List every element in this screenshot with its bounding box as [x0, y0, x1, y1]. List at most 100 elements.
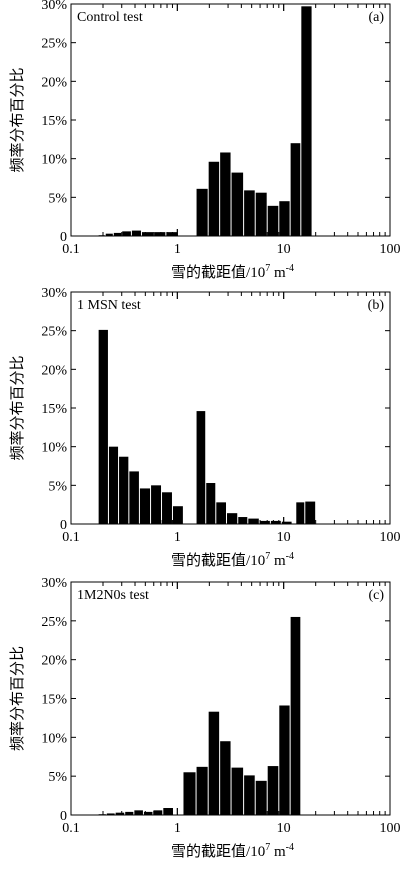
y-axis-label: 频率分布百分比	[9, 67, 26, 172]
bar-1-9	[196, 188, 208, 236]
y-tick-label: 0	[60, 809, 67, 824]
bar-2-10	[196, 411, 206, 524]
bar-2-16	[259, 520, 270, 524]
bar-2-5	[139, 488, 151, 524]
bar-2-8	[172, 506, 183, 524]
x-axis-label: 雪的截距值/107 m-4	[171, 263, 294, 281]
plot-frame	[70, 291, 391, 525]
bar-3-12	[220, 741, 231, 815]
panel-title: 1 MSN test	[77, 298, 141, 313]
bar-2-1	[98, 329, 108, 524]
bar-1-16	[279, 201, 290, 236]
y-tick-label: 30%	[41, 0, 67, 13]
y-tick-label: 5%	[48, 479, 67, 494]
bar-2-15	[248, 518, 259, 524]
bar-3-7	[153, 810, 163, 815]
y-tick-label: 5%	[48, 191, 67, 206]
x-tick-label: 1	[174, 242, 181, 257]
bar-1-5	[131, 230, 141, 236]
bar-3-16	[267, 766, 279, 815]
bar-3-3	[115, 812, 125, 815]
panel-tag: (b)	[368, 298, 385, 313]
y-tick-label: 15%	[41, 693, 67, 708]
y-tick-label: 0	[60, 230, 67, 245]
bar-1-11	[220, 152, 231, 236]
bar-2-20	[296, 502, 305, 524]
x-tick-label: 0.1	[62, 821, 80, 836]
bar-1-13	[244, 190, 255, 236]
panel-tag: (a)	[368, 10, 384, 25]
y-axis-label: 频率分布百分比	[9, 646, 26, 751]
bar-3-15	[255, 780, 267, 815]
bar-1-15	[267, 205, 279, 236]
y-tick-label: 25%	[41, 615, 67, 630]
x-tick-label: 100	[380, 821, 401, 836]
chart-panel-3: 0 5% 10% 15% 20% 25% 30% 0.1 1 10 100 雪的截距值/107 m-4…	[9, 576, 401, 860]
bar-1-12	[231, 172, 244, 236]
bar-2-6	[151, 485, 162, 524]
x-tick-label: 1	[174, 821, 181, 836]
x-tick-label: 0.1	[62, 242, 80, 257]
bar-1-7	[154, 232, 166, 236]
bar-3-9	[183, 772, 196, 815]
bar-3-17	[279, 705, 290, 815]
x-tick-label: 100	[380, 530, 401, 545]
y-tick-label: 5%	[48, 770, 67, 785]
panel-tag: (c)	[368, 588, 384, 603]
bar-3-10	[196, 766, 208, 815]
bar-2-7	[162, 492, 172, 524]
x-tick-label: 1	[174, 530, 181, 545]
bar-1-17	[290, 143, 301, 236]
y-tick-label: 25%	[41, 325, 67, 340]
panel-title: 1M2N0s test	[77, 588, 149, 603]
bar-3-2	[106, 813, 115, 815]
bar-1-2	[105, 233, 113, 236]
y-tick-label: 10%	[41, 441, 67, 456]
x-tick-label: 0.1	[62, 530, 80, 545]
bar-1-4	[122, 231, 131, 236]
bar-3-18	[290, 616, 301, 815]
y-tick-label: 30%	[41, 576, 67, 591]
bar-2-12	[216, 502, 226, 524]
x-tick-label: 10	[277, 821, 291, 836]
bar-2-21	[305, 501, 316, 524]
bar-1-14	[255, 192, 267, 236]
y-tick-label: 15%	[41, 402, 67, 417]
y-tick-label: 15%	[41, 114, 67, 129]
y-tick-label: 25%	[41, 37, 67, 52]
bar-2-2	[108, 446, 119, 524]
bar-2-3	[119, 456, 129, 524]
bar-3-13	[231, 767, 244, 815]
bar-3-5	[134, 810, 143, 815]
bar-1-10	[208, 161, 220, 236]
x-tick-label: 10	[277, 242, 291, 257]
bar-3-14	[244, 775, 255, 815]
x-axis-label: 雪的截距值/107 m-4	[171, 842, 294, 860]
y-tick-label: 10%	[41, 731, 67, 746]
bar-1-3	[113, 232, 122, 236]
bar-2-18	[281, 521, 292, 524]
bar-2-4	[129, 471, 139, 524]
bar-3-6	[143, 811, 153, 815]
bar-3-11	[208, 711, 220, 815]
y-tick-label: 10%	[41, 153, 67, 168]
panel-title: Control test	[77, 10, 143, 25]
x-tick-label: 100	[380, 242, 401, 257]
x-tick-label: 10	[277, 530, 291, 545]
x-axis-label: 雪的截距值/107 m-4	[171, 551, 294, 569]
y-axis-label: 频率分布百分比	[9, 355, 26, 460]
bar-3-4	[125, 811, 134, 815]
bar-1-18	[301, 6, 312, 236]
bar-1-6	[141, 232, 154, 236]
y-tick-label: 20%	[41, 654, 67, 669]
chart-panel-2: 0 5% 10% 15% 20% 25% 30% 0.1 1 10 100 雪的截距值/107 m-4…	[9, 286, 401, 569]
chart-panel-1: 0 5% 10% 15% 20% 25% 30% 0.1 1 10 100 雪的截距值/107 m-4…	[9, 0, 401, 281]
y-tick-label: 30%	[41, 286, 67, 301]
y-tick-label: 0	[60, 518, 67, 533]
bar-2-17	[270, 520, 281, 524]
bar-2-13	[227, 513, 238, 524]
y-tick-label: 20%	[41, 363, 67, 378]
bar-2-14	[238, 517, 248, 524]
y-tick-label: 20%	[41, 75, 67, 90]
